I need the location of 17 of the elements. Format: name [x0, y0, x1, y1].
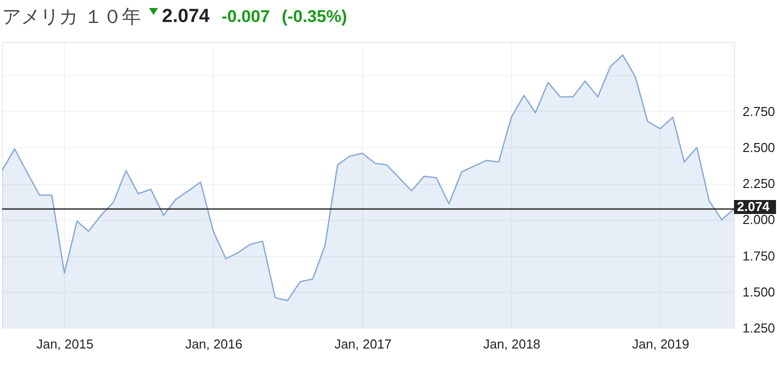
x-tick-label: Jan, 2019 [632, 336, 690, 352]
y-tick-label: 2.750 [742, 104, 776, 119]
x-tick-label: Jan, 2017 [334, 336, 392, 352]
text: 2.074 [162, 6, 210, 27]
y-tick-label: 1.250 [742, 320, 776, 336]
x-tick-label: Jan, 2018 [483, 336, 540, 352]
ref-line-label: 2.074 [737, 198, 770, 214]
y-tick-label: 2.250 [742, 176, 776, 192]
chart-title: アメリカ １０年 [2, 5, 142, 30]
y-tick-label: 1.750 [742, 248, 776, 264]
y-tick-label: 1.500 [742, 284, 776, 300]
text: (-0.35%) [282, 7, 347, 26]
x-tick-label: Jan, 2015 [36, 336, 94, 352]
y-tick-label: 2.000 [742, 212, 776, 228]
x-tick-label: Jan, 2016 [185, 336, 242, 352]
text: -0.007 [222, 7, 270, 26]
y-tick-label: 2.500 [742, 140, 776, 155]
